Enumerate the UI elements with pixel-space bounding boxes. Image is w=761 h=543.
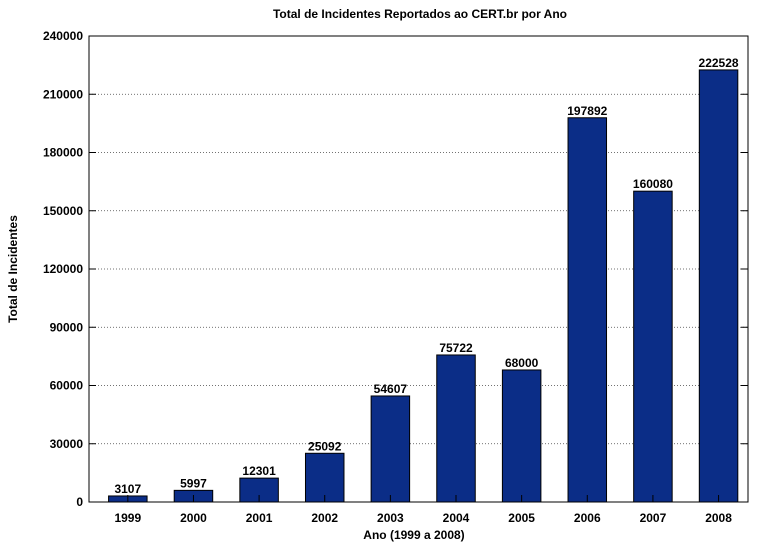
- y-tick-label: 120000: [43, 262, 83, 276]
- y-tick-label: 150000: [43, 204, 83, 218]
- data-label: 222528: [699, 56, 739, 70]
- y-tick-label: 0: [76, 495, 83, 509]
- data-label: 160080: [633, 177, 673, 191]
- x-tick-label: 2008: [705, 511, 732, 525]
- x-tick-label: 1999: [114, 511, 141, 525]
- x-axis-label: Ano (1999 a 2008): [363, 528, 464, 542]
- y-tick-label: 30000: [50, 437, 84, 451]
- y-tick-label: 60000: [50, 379, 84, 393]
- x-tick-label: 2004: [443, 511, 470, 525]
- x-tick-label: 2002: [311, 511, 338, 525]
- data-label: 12301: [242, 464, 276, 478]
- y-tick-label: 180000: [43, 146, 83, 160]
- bar: [501, 369, 542, 503]
- x-tick-label: 2000: [180, 511, 207, 525]
- x-tick-label: 2007: [640, 511, 667, 525]
- bar: [370, 395, 411, 503]
- y-tick-labels: 0 30000 60000 90000 120000 150000 180000 210000…: [43, 29, 83, 509]
- bar: [698, 69, 739, 503]
- data-label: 54607: [374, 382, 408, 396]
- y-axis-label: Total de Incidentes: [6, 215, 20, 323]
- data-label: 197892: [567, 104, 607, 118]
- x-tick-labels: 1999 2000 2001 2002 2003 2004 2005 2006 2007 2008: [114, 511, 732, 525]
- bar: [304, 452, 345, 503]
- data-label: 75722: [439, 341, 473, 355]
- data-label: 5997: [180, 476, 207, 490]
- y-tick-label: 240000: [43, 29, 83, 43]
- x-tick-label: 2006: [574, 511, 601, 525]
- x-tick-label: 2005: [508, 511, 535, 525]
- y-tick-label: 210000: [43, 87, 83, 101]
- data-label: 3107: [114, 482, 141, 496]
- plot-frame: [88, 35, 749, 503]
- bar: [436, 354, 476, 503]
- y-tick-label: 90000: [50, 320, 84, 334]
- x-tick-label: 2003: [377, 511, 404, 525]
- chart-title: Total de Incidentes Reportados ao CERT.b…: [273, 7, 567, 21]
- bar: [633, 190, 673, 503]
- data-labels: 3107 5997 12301 25092 54607 75722 68000 197892 1…: [114, 56, 738, 496]
- data-label: 25092: [308, 439, 342, 453]
- bar: [567, 117, 608, 503]
- data-label: 68000: [505, 356, 539, 370]
- x-tick-label: 2001: [246, 511, 273, 525]
- bars: [108, 69, 739, 503]
